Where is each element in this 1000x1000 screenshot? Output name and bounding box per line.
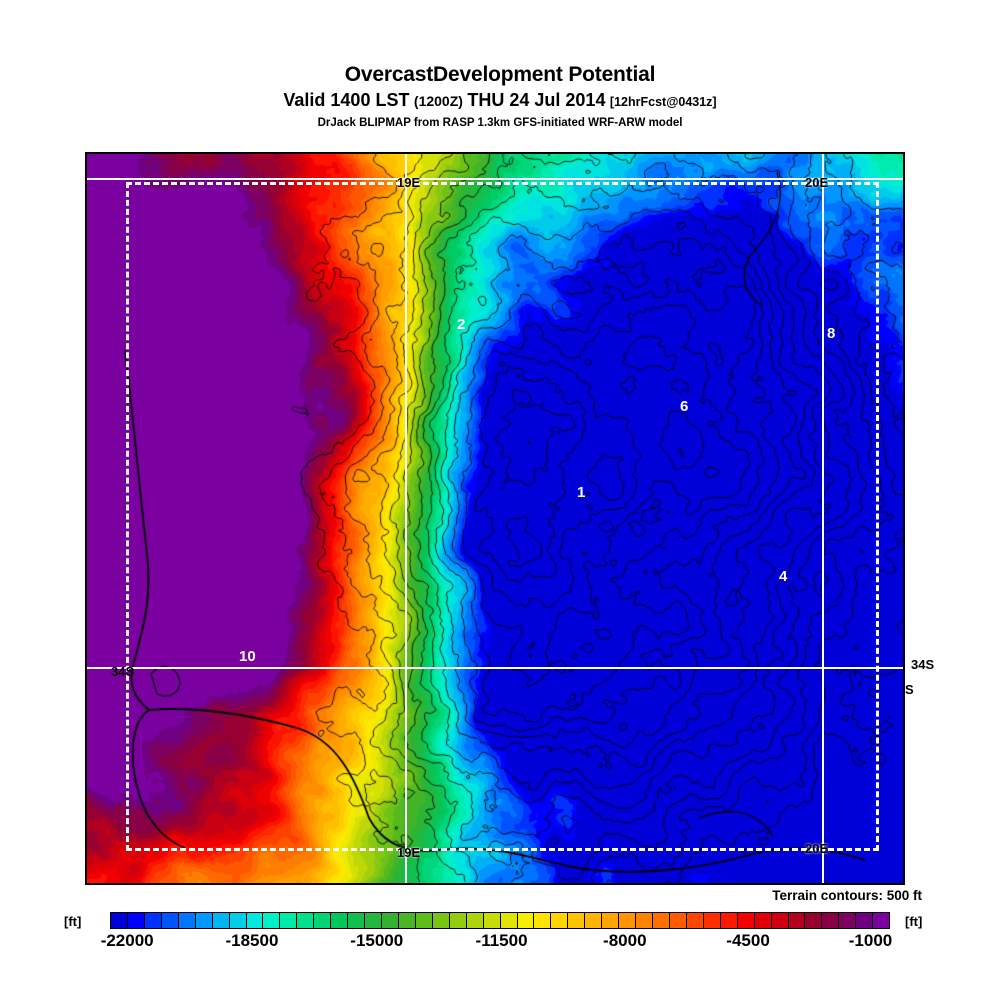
colorbar-swatch [483, 913, 501, 928]
colorbar-swatch [432, 913, 450, 928]
colorbar-swatch [636, 913, 653, 928]
colorbar-swatch [500, 913, 518, 928]
longitude-label: 20E [805, 841, 829, 856]
colorbar-swatch [161, 913, 179, 928]
colorbar-tick: -8000 [603, 931, 647, 950]
colorbar-swatch [873, 913, 890, 928]
latitude-label: S [905, 682, 914, 697]
colorbar-swatch [703, 913, 721, 928]
colorbar-swatch [686, 913, 704, 928]
terrain-contour-note: Terrain contours: 500 ft [772, 888, 922, 903]
colorbar-tick: -18500 [225, 931, 279, 950]
longitude-label: 20E [805, 175, 829, 190]
valid-time-utc: (1200Z) [413, 93, 463, 109]
colorbar-swatch [280, 913, 298, 928]
forecast-map[interactable]: 19E 20E 19E 20E 2 8 6 1 4 10 [85, 152, 905, 885]
colorbar-swatch [822, 913, 840, 928]
colorbar-swatch [212, 913, 230, 928]
colorbar-swatch [195, 913, 213, 928]
colorbar-swatch [415, 913, 433, 928]
colorbar-tick: -22000 [100, 931, 154, 950]
colorbar-tick: -15000 [350, 931, 404, 950]
colorbar-swatch [466, 913, 484, 928]
contour-value-label: 4 [779, 568, 788, 585]
colorbar-swatch [246, 913, 264, 928]
title-block: OvercastDevelopment Potential Valid 1400… [0, 62, 1000, 132]
longitude-label: 19E [397, 175, 421, 190]
colorbar-swatch [178, 913, 196, 928]
colorbar-swatch [720, 913, 738, 928]
colorbar: [ft] [ft] -22000 -18500 -15000 -11500 -8000-… [0, 910, 1000, 960]
valid-date: THU 24 Jul 2014 [467, 90, 606, 110]
colorbar-tick: -11500 [475, 931, 528, 950]
domain-boundary-box [126, 182, 879, 851]
colorbar-swatch [551, 913, 569, 928]
colorbar-swatch [449, 913, 467, 928]
colorbar-swatch [534, 913, 552, 928]
colorbar-tick: -4500 [726, 931, 770, 950]
graticule-parallel [87, 178, 903, 180]
graticule-parallel [87, 667, 903, 669]
longitude-label: 19E [397, 845, 421, 860]
colorbar-swatch [144, 913, 162, 928]
colorbar-swatch [398, 913, 416, 928]
colorbar-swatch [229, 913, 247, 928]
colorbar-unit-left: [ft] [64, 914, 82, 929]
latitude-label: 34S [911, 657, 935, 672]
valid-time-prefix: Valid 1400 LST [283, 90, 410, 110]
colorbar-swatch [602, 913, 620, 928]
colorbar-unit-right: [ft] [905, 914, 923, 929]
colorbar-swatch [348, 913, 366, 928]
forecast-tag: [12hrFcst@0431z] [609, 95, 717, 109]
page-title: OvercastDevelopment Potential [344, 63, 656, 86]
graticule-meridian [405, 154, 407, 883]
contour-value-label: 6 [680, 398, 689, 415]
colorbar-swatch [111, 913, 128, 928]
colorbar-swatch [669, 913, 687, 928]
colorbar-swatch [585, 913, 603, 928]
colorbar-swatch [517, 913, 535, 928]
contour-value-label: 2 [457, 316, 466, 333]
colorbar-swatch [805, 913, 823, 928]
colorbar-swatch [127, 913, 145, 928]
colorbar-swatch [382, 913, 399, 928]
map-raster [87, 154, 903, 883]
contour-value-label: 1 [577, 484, 586, 501]
colorbar-swatch [771, 913, 789, 928]
colorbar-swatch [263, 913, 281, 928]
colorbar-swatch [839, 913, 857, 928]
colorbar-swatch [297, 913, 315, 928]
colorbar-swatch [737, 913, 755, 928]
colorbar-swatch [331, 913, 349, 928]
colorbar-swatch [856, 913, 874, 928]
contour-value-label: 8 [827, 325, 836, 342]
graticule-meridian [822, 154, 824, 883]
colorbar-swatch [788, 913, 806, 928]
colorbar-swatch [619, 913, 637, 928]
colorbar-swatch [754, 913, 772, 928]
colorbar-swatch [314, 913, 332, 928]
contour-value-label: 10 [239, 648, 256, 665]
colorbar-swatch [568, 913, 586, 928]
model-description: DrJack BLIPMAP from RASP 1.3km GFS-initi… [317, 117, 683, 129]
colorbar-swatches [110, 912, 890, 929]
colorbar-swatch [653, 913, 670, 928]
valid-time-line: Valid 1400 LST (1200Z) THU 24 Jul 2014 [… [0, 88, 1000, 114]
colorbar-tick: -1000 [848, 931, 893, 950]
colorbar-swatch [365, 913, 382, 928]
colorbar-tick-labels: -22000 -18500 -15000 -11500 -8000 -4500 -1000 [101, 931, 893, 955]
latitude-label: 34S [111, 664, 135, 679]
